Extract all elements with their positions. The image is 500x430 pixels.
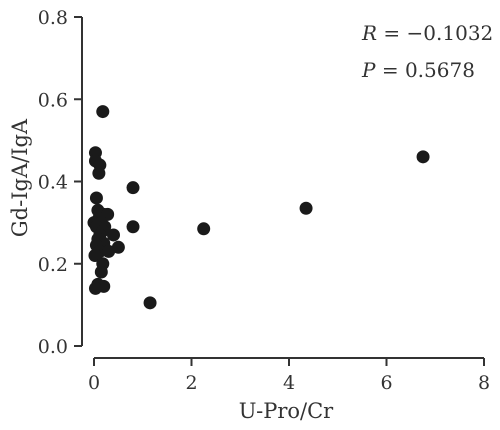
data-points: [87, 105, 430, 310]
data-point: [126, 220, 140, 234]
p-statistic: P = 0.5678: [361, 58, 475, 82]
y-tick-label: 0.2: [38, 254, 68, 276]
data-point: [92, 166, 106, 180]
data-point: [107, 228, 120, 242]
data-point: [126, 181, 140, 195]
data-point: [88, 281, 102, 295]
data-point: [416, 150, 430, 164]
data-point: [143, 296, 157, 310]
y-tick-label: 0.4: [38, 172, 68, 194]
data-point: [88, 249, 102, 263]
r-statistic: R = −0.1032: [361, 21, 493, 45]
data-point: [299, 201, 313, 215]
data-point: [94, 265, 108, 279]
x-axis: 0 2 4 6 8: [88, 357, 490, 394]
p-value: = 0.5678: [375, 58, 474, 82]
data-point: [102, 244, 116, 258]
x-tick-label: 8: [478, 372, 490, 394]
data-point: [96, 105, 110, 119]
y-axis: 0.0 0.2 0.4 0.6 0.8: [38, 7, 83, 358]
y-tick-label: 0.0: [38, 336, 68, 358]
r-value: = −0.1032: [377, 21, 493, 45]
r-symbol: R: [361, 21, 377, 45]
p-symbol: P: [361, 58, 376, 82]
data-point: [89, 191, 103, 205]
data-point: [111, 240, 125, 254]
x-tick-label: 0: [88, 372, 100, 394]
x-tick-label: 2: [185, 372, 197, 394]
x-tick-label: 4: [283, 372, 295, 394]
y-tick-label: 0.6: [38, 89, 68, 111]
x-tick-label: 6: [380, 372, 392, 394]
x-axis-title: U-Pro/Cr: [239, 399, 334, 423]
data-point: [197, 222, 211, 236]
y-axis-title: Gd-IgA/IgA: [8, 118, 32, 237]
y-tick-label: 0.8: [38, 7, 68, 29]
